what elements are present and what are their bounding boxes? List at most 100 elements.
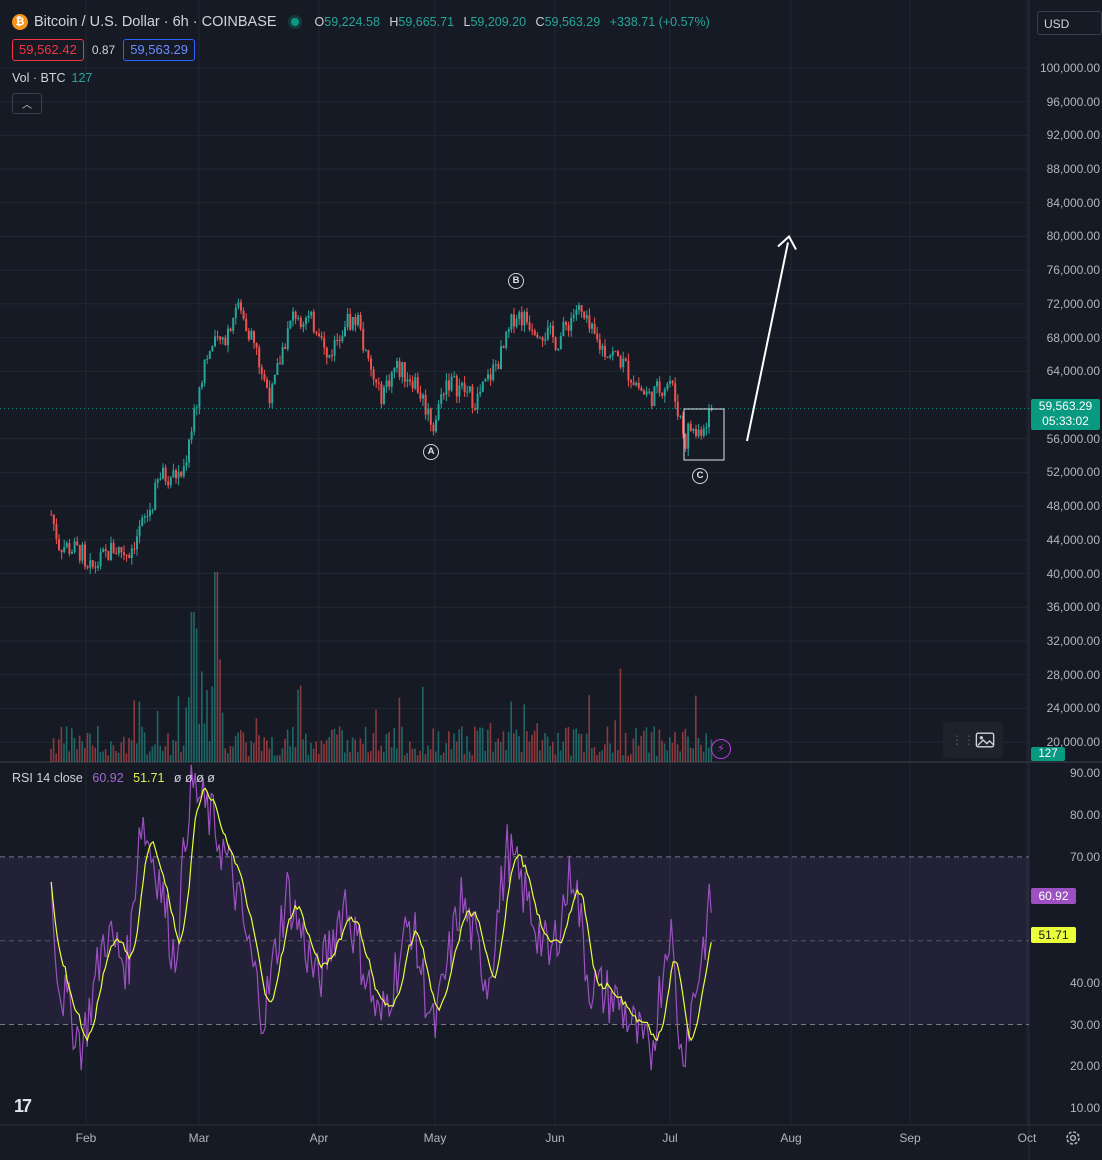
volume-bar xyxy=(273,755,276,762)
volume-bar xyxy=(640,735,643,762)
volume-bar xyxy=(523,704,526,762)
candle-body xyxy=(68,543,71,554)
candle-body xyxy=(450,376,453,391)
volume-bar xyxy=(182,745,185,762)
volume-legend[interactable]: Vol · BTC 127 xyxy=(12,71,93,85)
rsi-legend[interactable]: RSI 14 close 60.92 51.71 ø ø ø ø xyxy=(12,771,215,785)
market-status-dot[interactable] xyxy=(290,18,299,26)
volume-bar xyxy=(58,739,60,762)
volume-bar xyxy=(458,729,461,762)
volume-bar xyxy=(549,746,552,762)
volume-bar xyxy=(463,753,466,762)
candle-body xyxy=(458,385,461,397)
volume-bar xyxy=(271,736,273,762)
candle-body xyxy=(325,347,328,358)
volume-bar xyxy=(708,747,710,762)
currency-selector[interactable]: USD xyxy=(1037,11,1102,35)
volume-bar xyxy=(151,746,154,762)
volume-bar xyxy=(476,730,479,762)
rsi-sma-badge: 51.71 xyxy=(1031,927,1076,943)
sell-price-button[interactable]: 59,562.42 xyxy=(12,39,84,61)
candle-body xyxy=(128,555,131,558)
candle-body xyxy=(674,383,677,402)
candle-body xyxy=(247,330,250,340)
volume-bar xyxy=(614,720,617,762)
volume-bar xyxy=(125,753,128,762)
wave-label-a[interactable]: A xyxy=(423,444,439,460)
time-axis-label: Jun xyxy=(545,1131,565,1145)
volume-bar xyxy=(474,726,476,762)
tradingview-logo[interactable]: 17 xyxy=(14,1096,32,1116)
candle-body xyxy=(492,364,495,381)
volume-bar xyxy=(518,736,520,762)
volume-bar xyxy=(627,755,630,762)
volume-bar xyxy=(396,748,398,762)
wave-label-b[interactable]: B xyxy=(508,273,524,289)
candle-body xyxy=(336,339,339,341)
gear-icon[interactable] xyxy=(1064,1129,1082,1147)
volume-bar xyxy=(193,612,195,762)
candle-body xyxy=(596,333,599,340)
volume-bar xyxy=(580,733,583,762)
volume-bar xyxy=(130,740,133,762)
volume-bar xyxy=(695,695,697,762)
candle-body xyxy=(151,510,154,512)
time-axis-label: Feb xyxy=(75,1131,97,1145)
volume-bar xyxy=(240,730,242,762)
candle-body xyxy=(281,347,284,365)
volume-bar xyxy=(338,726,341,762)
candle-body xyxy=(89,560,92,568)
candle-body xyxy=(372,369,375,380)
candle-body xyxy=(203,359,206,384)
buy-price-button[interactable]: 59,563.29 xyxy=(123,39,196,61)
volume-bar xyxy=(526,731,528,762)
candle-body xyxy=(229,328,232,331)
candle-body xyxy=(123,552,126,555)
time-axis-label: May xyxy=(423,1131,447,1145)
image-icon[interactable] xyxy=(975,731,995,749)
candle-body xyxy=(398,361,401,378)
candle-body xyxy=(268,387,271,404)
candle-body xyxy=(494,364,497,366)
candle-body xyxy=(328,355,331,358)
candle-body xyxy=(466,391,469,393)
candle-body xyxy=(351,317,354,330)
volume-bar xyxy=(669,737,671,762)
volume-bar xyxy=(588,695,591,762)
volume-bar xyxy=(684,728,687,762)
candle-body xyxy=(99,552,102,566)
volume-bar xyxy=(531,734,533,762)
wave-label-c[interactable]: C xyxy=(692,468,708,484)
candle-body xyxy=(221,337,224,340)
candle-body xyxy=(476,393,479,410)
candle-body xyxy=(279,363,282,365)
volume-bar xyxy=(117,752,120,762)
volume-bar xyxy=(445,743,448,762)
candle-body xyxy=(130,548,133,558)
volume-bar xyxy=(284,739,286,762)
volume-bar xyxy=(385,733,388,762)
lightning-icon[interactable]: ⚡ xyxy=(711,739,731,759)
symbol-title[interactable]: Bitcoin / U.S. Dollar · 6h · COINBASE xyxy=(34,14,277,30)
volume-bar xyxy=(507,731,510,762)
volume-bar xyxy=(201,671,203,762)
ohlc-values: O59,224.58 H59,665.71 L59,209.20 C59,563… xyxy=(314,15,710,29)
screenshot-toolbar[interactable]: ⋮⋮ xyxy=(943,722,1003,758)
candle-body xyxy=(323,337,326,348)
collapse-legend-button[interactable]: ︿ xyxy=(12,93,42,114)
volume-bar xyxy=(624,732,627,762)
volume-bar xyxy=(653,726,656,762)
volume-bar xyxy=(167,733,169,762)
bitcoin-icon: ₿ xyxy=(12,14,28,30)
volume-bar xyxy=(294,747,297,762)
drag-handle-icon[interactable]: ⋮⋮ xyxy=(951,733,975,747)
candle-body xyxy=(663,389,666,396)
price-axis-label: 68,000.00 xyxy=(1046,330,1100,345)
volume-bar xyxy=(110,741,112,762)
volume-bar xyxy=(671,742,674,762)
candle-body xyxy=(604,345,607,357)
volume-bar xyxy=(258,735,260,762)
volume-bar xyxy=(323,743,325,762)
